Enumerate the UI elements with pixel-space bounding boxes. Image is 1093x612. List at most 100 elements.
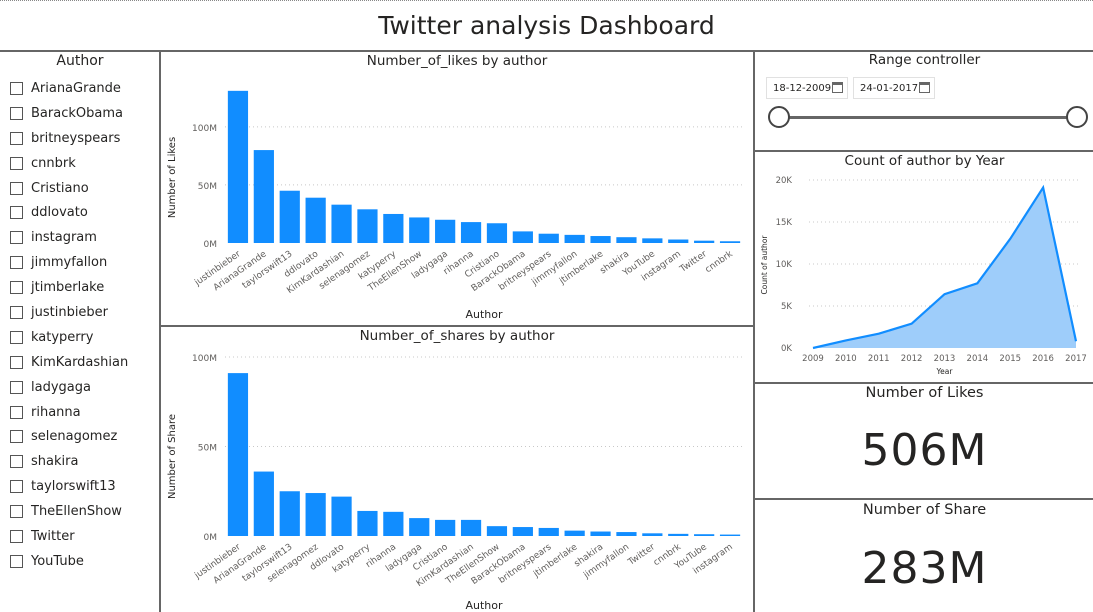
- author-slicer-item-label: jtimberlake: [31, 280, 105, 296]
- y-tick-label: 50M: [198, 182, 217, 192]
- author-slicer-item[interactable]: instagram: [10, 225, 155, 250]
- checkbox[interactable]: [10, 181, 23, 195]
- y-axis-label: Count of author: [760, 235, 769, 295]
- calendar-icon[interactable]: [919, 82, 930, 93]
- checkbox[interactable]: [10, 206, 23, 220]
- checkbox[interactable]: [10, 281, 23, 295]
- x-tick-label: Twitter: [626, 542, 658, 568]
- checkbox[interactable]: [10, 231, 23, 245]
- likes-kpi-title: Number of Likes: [865, 385, 984, 401]
- author-slicer-item[interactable]: TheEllenShow: [10, 499, 155, 524]
- kpi-divider: [754, 498, 1093, 500]
- bar: [694, 240, 715, 243]
- author-slicer-item-label: BarackObama: [31, 105, 123, 121]
- author-slicer-item-label: YouTube: [31, 553, 84, 569]
- checkbox[interactable]: [10, 355, 23, 369]
- author-slicer-item[interactable]: Cristiano: [10, 176, 155, 201]
- author-slicer-item[interactable]: Twitter: [10, 524, 155, 549]
- x-tick-label: 2012: [901, 354, 923, 364]
- checkbox[interactable]: [10, 156, 23, 170]
- checkbox[interactable]: [10, 505, 23, 519]
- author-slicer-item[interactable]: BarackObama: [10, 101, 155, 126]
- author-slicer-item[interactable]: justinbieber: [10, 300, 155, 325]
- bar: [460, 519, 482, 536]
- bar: [564, 530, 585, 536]
- bar: [642, 238, 663, 243]
- checkbox[interactable]: [10, 529, 23, 543]
- bar: [694, 534, 715, 536]
- bar: [357, 510, 378, 536]
- end-date-value: 24-01-2017: [860, 82, 919, 94]
- bar: [253, 150, 274, 243]
- author-slicer-item[interactable]: ladygaga: [10, 375, 155, 400]
- author-slicer-item[interactable]: rihanna: [10, 400, 155, 425]
- start-date-input[interactable]: 18-12-2009: [766, 77, 848, 99]
- author-slicer-item-label: cnnbrk: [31, 155, 76, 171]
- author-slicer-item[interactable]: katyperry: [10, 325, 155, 350]
- bar: [279, 190, 300, 243]
- area-fill: [813, 187, 1076, 348]
- slicer-divider: [159, 50, 161, 612]
- x-tick-label: 2009: [802, 354, 824, 364]
- likes-chart-title: Number_of_likes by author: [366, 53, 548, 69]
- author-slicer-item[interactable]: jtimberlake: [10, 275, 155, 300]
- author-slicer-item-label: rihanna: [31, 404, 81, 420]
- author-slicer-item[interactable]: taylorswift13: [10, 474, 155, 499]
- bar: [253, 471, 274, 536]
- author-slicer-item[interactable]: ArianaGrande: [10, 76, 155, 101]
- header-divider: [0, 50, 1093, 52]
- bar: [590, 236, 611, 243]
- checkbox[interactable]: [10, 305, 23, 319]
- y-axis-label: Number of Likes: [167, 137, 178, 218]
- y-tick-label: 50M: [198, 444, 217, 454]
- end-date-input[interactable]: 24-01-2017: [853, 77, 935, 99]
- bar: [616, 532, 637, 536]
- bar: [357, 209, 378, 243]
- bar: [331, 496, 352, 536]
- author-slicer-item[interactable]: shakira: [10, 449, 155, 474]
- checkbox[interactable]: [10, 256, 23, 270]
- range-slider-track[interactable]: [780, 116, 1076, 119]
- checkbox[interactable]: [10, 480, 23, 494]
- calendar-icon[interactable]: [832, 82, 843, 93]
- checkbox[interactable]: [10, 380, 23, 394]
- author-slicer-item-label: Twitter: [31, 528, 75, 544]
- shares-chart-title: Number_of_shares by author: [359, 328, 555, 344]
- range-slider-end-handle[interactable]: [1066, 106, 1088, 128]
- checkbox[interactable]: [10, 455, 23, 469]
- bar: [305, 197, 326, 243]
- checkbox[interactable]: [10, 430, 23, 444]
- x-axis-label: Author: [465, 599, 503, 612]
- shares-kpi-value: 283M: [861, 543, 988, 594]
- bar: [305, 493, 326, 536]
- range-slider-start-handle[interactable]: [768, 106, 790, 128]
- bar: [719, 534, 741, 536]
- bar: [719, 241, 741, 243]
- year-area-chart: 0K 5K 10K 15K 20K 2009 2010 2011 2012 2013 2014 201…: [760, 176, 1087, 376]
- checkbox[interactable]: [10, 554, 23, 568]
- author-slicer-item[interactable]: selenagomez: [10, 424, 155, 449]
- author-slicer-item[interactable]: jimmyfallon: [10, 250, 155, 275]
- bar: [383, 213, 404, 243]
- author-slicer-item[interactable]: cnnbrk: [10, 151, 155, 176]
- bar: [486, 526, 508, 536]
- bar: [668, 533, 689, 536]
- author-slicer-item-label: jimmyfallon: [31, 255, 108, 271]
- author-slicer-item[interactable]: KimKardashian: [10, 350, 155, 375]
- checkbox[interactable]: [10, 81, 23, 95]
- checkbox[interactable]: [10, 106, 23, 120]
- author-slicer-item[interactable]: ddlovato: [10, 200, 155, 225]
- checkbox[interactable]: [10, 405, 23, 419]
- author-slicer-item[interactable]: YouTube: [10, 549, 155, 574]
- author-slicer-item-label: shakira: [31, 454, 79, 470]
- bar: [435, 219, 456, 243]
- y-axis-label: Number of Share: [167, 414, 178, 499]
- checkbox[interactable]: [10, 330, 23, 344]
- author-slicer-item[interactable]: britneyspears: [10, 126, 155, 151]
- bar: [409, 217, 430, 243]
- bar: [512, 231, 533, 243]
- checkbox[interactable]: [10, 131, 23, 145]
- bar: [590, 531, 611, 536]
- bar: [512, 527, 533, 536]
